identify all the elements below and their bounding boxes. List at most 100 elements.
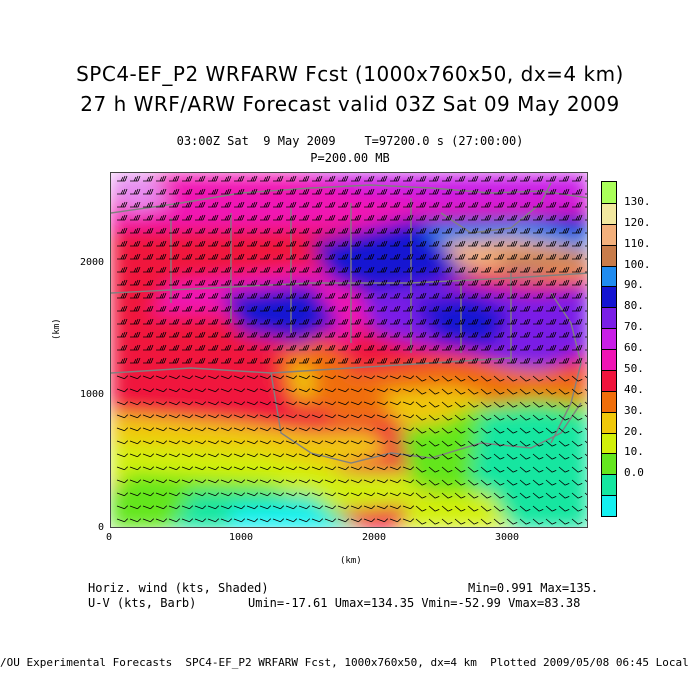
wind-barb: [351, 279, 362, 286]
wind-barb: [155, 427, 168, 432]
wind-barb: [299, 318, 310, 325]
wind-barb: [455, 240, 466, 247]
wind-barb: [312, 240, 323, 247]
wind-barb: [454, 388, 466, 395]
wind-barb: [221, 305, 232, 312]
wind-barb: [455, 292, 466, 299]
wind-barb: [195, 214, 206, 221]
wind-barb: [195, 344, 206, 351]
wind-barb: [442, 240, 453, 247]
wind-barb: [169, 357, 180, 364]
wind-barb: [298, 414, 311, 419]
wind-barb: [429, 344, 440, 351]
wind-barb: [493, 492, 505, 499]
wind-barb: [116, 427, 129, 432]
wind-barb: [376, 453, 389, 458]
wind-barb: [247, 253, 258, 260]
plot-title-line-2: 27 h WRF/ARW Forecast valid 03Z Sat 09 M…: [80, 92, 620, 116]
wind-barb: [546, 175, 557, 182]
wind-barb: [181, 518, 194, 523]
wind-barb: [454, 401, 466, 408]
wind-barb: [312, 331, 323, 338]
wind-barb: [142, 427, 155, 432]
wind-barb: [507, 188, 518, 195]
wind-barb: [247, 266, 258, 273]
colorbar-label: 100.: [624, 257, 651, 271]
wind-barb: [312, 201, 323, 208]
wind-barb: [454, 518, 466, 525]
wind-barb: [155, 414, 168, 419]
wind-barb: [155, 505, 168, 510]
wind-barb: [571, 492, 583, 499]
wind-barb: [520, 253, 531, 260]
wind-barb: [143, 201, 154, 208]
wind-barb: [337, 518, 350, 523]
wind-barb: [312, 344, 323, 351]
wind-speed-map: [110, 172, 588, 528]
wind-barb: [416, 253, 427, 260]
wind-barb: [181, 479, 194, 484]
wind-barb: [143, 188, 154, 195]
wind-barb: [571, 440, 583, 447]
wind-barb: [246, 505, 259, 510]
wind-barb: [117, 175, 128, 182]
wind-barb: [481, 318, 492, 325]
wind-barb: [130, 344, 141, 351]
wind-barb: [506, 479, 518, 486]
wind-barb: [390, 305, 401, 312]
wind-barb: [520, 292, 531, 299]
wind-barb: [546, 318, 557, 325]
wind-barb: [571, 388, 583, 395]
wind-barb: [325, 318, 336, 325]
wind-barb: [493, 375, 505, 382]
wind-barb: [416, 227, 427, 234]
wind-barb: [234, 253, 245, 260]
wind-barb: [350, 401, 363, 406]
wind-barb: [390, 344, 401, 351]
wind-barb: [467, 479, 479, 486]
wind-barb: [545, 518, 557, 525]
barb-variable-stats: Umin=-17.61 Umax=134.35 Vmin=-52.99 Vmax…: [248, 596, 581, 610]
wind-barb: [441, 414, 453, 421]
wind-barb: [429, 188, 440, 195]
wind-barb: [221, 201, 232, 208]
wind-barb: [520, 305, 531, 312]
wind-barb: [442, 318, 453, 325]
wind-barb: [559, 240, 570, 247]
wind-barb: [155, 388, 168, 393]
wind-barb: [130, 292, 141, 299]
wind-barb: [272, 401, 285, 406]
wind-barb: [337, 466, 350, 471]
wind-barb: [286, 331, 297, 338]
wind-barb: [363, 492, 376, 497]
wind-barb: [533, 214, 544, 221]
wind-barb: [363, 414, 376, 419]
wind-barb: [221, 279, 232, 286]
colorbar-segment: [602, 202, 616, 224]
wind-barb: [207, 401, 220, 406]
wind-barb: [285, 388, 298, 393]
wind-barb: [259, 453, 272, 458]
wind-barb: [533, 201, 544, 208]
wind-barb: [558, 414, 570, 421]
wind-barb: [546, 201, 557, 208]
wind-barb: [169, 188, 180, 195]
wind-barb: [182, 214, 193, 221]
wind-barb: [506, 440, 518, 447]
wind-barb: [402, 388, 415, 393]
wind-barb: [572, 266, 583, 273]
wind-barb: [260, 331, 271, 338]
wind-barb: [416, 292, 427, 299]
wind-barb: [337, 388, 350, 393]
wind-barb: [286, 292, 297, 299]
colorbar-segment: [602, 411, 616, 433]
wind-barb: [520, 318, 531, 325]
wind-barb: [519, 466, 531, 473]
colorbar-segment: [602, 474, 616, 496]
wind-barb: [507, 214, 518, 221]
wind-barb: [428, 505, 440, 512]
wind-barb: [312, 357, 323, 364]
wind-barb: [584, 401, 587, 408]
wind-barb: [299, 240, 310, 247]
wind-barb: [220, 518, 233, 523]
